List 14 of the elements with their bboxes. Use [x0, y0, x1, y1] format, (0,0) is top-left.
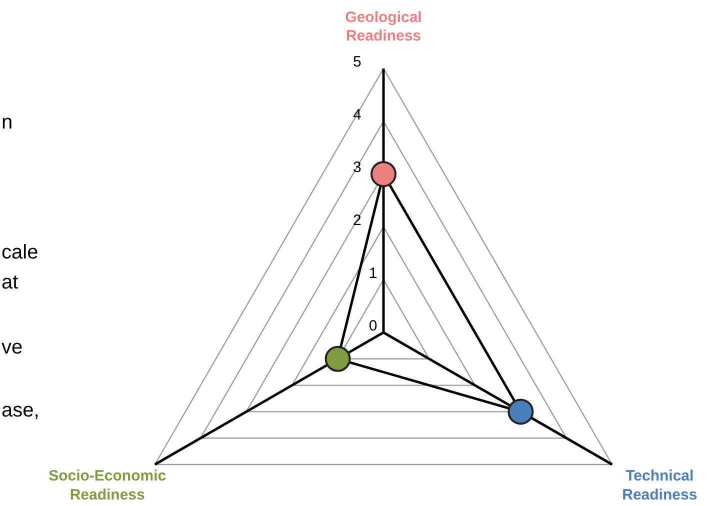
text: n [2, 112, 13, 134]
y-tick-label: 1 [368, 264, 378, 282]
spoke-label: Geological Readiness [345, 9, 422, 45]
y-tick-label: 0 [368, 318, 378, 335]
y-tick-label: 5 [352, 54, 362, 71]
spoke-label: Socio-Economic Readiness [48, 468, 166, 504]
text: cale [2, 242, 38, 264]
text: at [2, 272, 19, 294]
y-tick-label: 3 [352, 159, 362, 176]
text: ase, [2, 400, 40, 422]
text: ve [2, 336, 23, 358]
y-tick-label: 4 [352, 106, 362, 124]
y-tick-label: 2 [352, 212, 362, 230]
spoke-label: Technical Readiness [622, 468, 698, 504]
